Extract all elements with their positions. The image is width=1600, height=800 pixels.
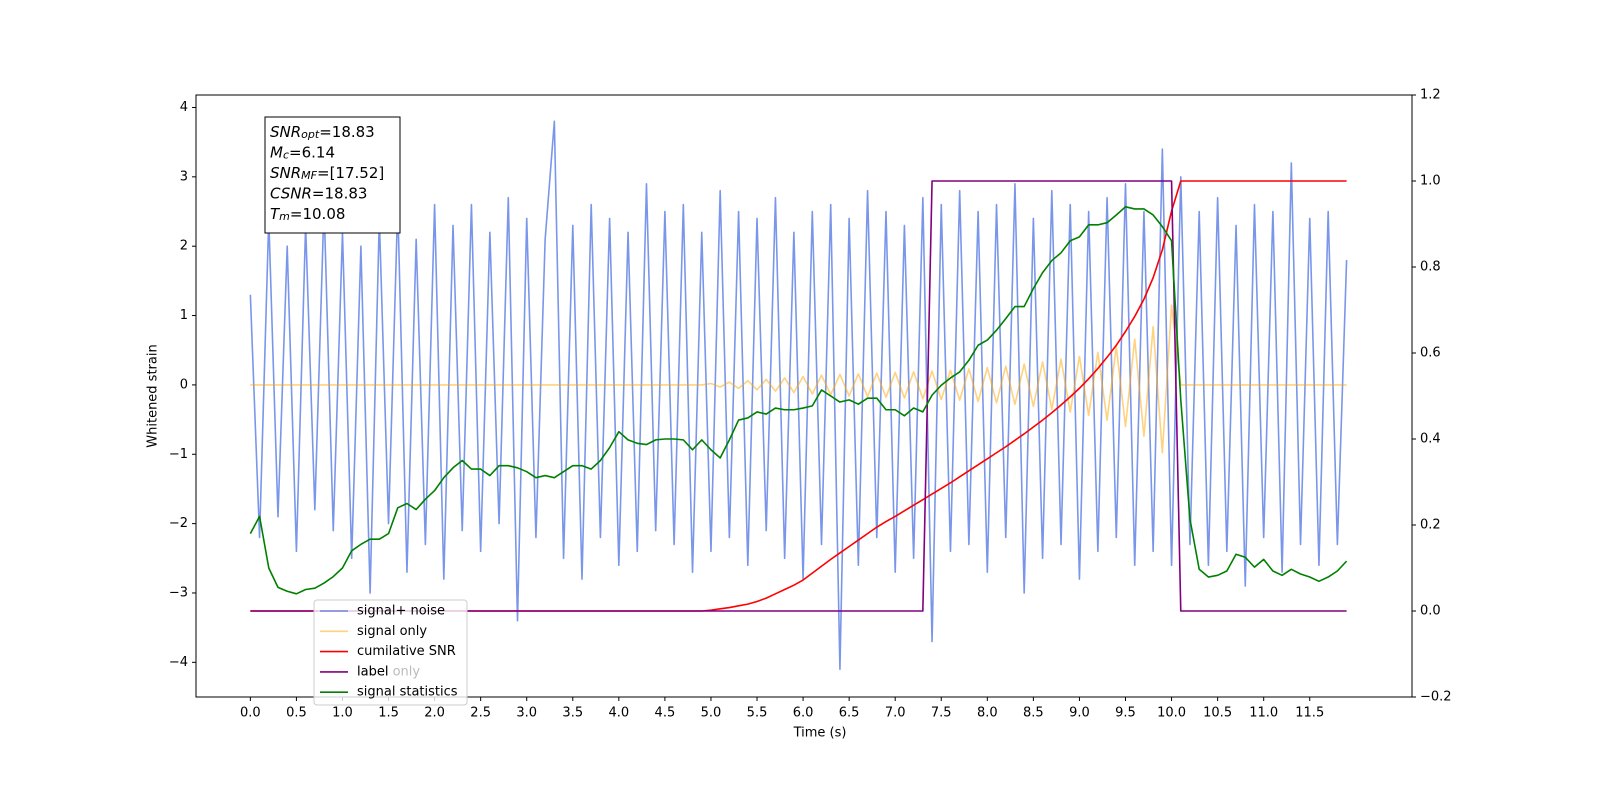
y2-tick-label: 0.2 bbox=[1420, 518, 1441, 533]
annotation-value: =18.83 bbox=[319, 123, 375, 141]
x-tick-label: 4.5 bbox=[655, 706, 676, 721]
x-tick-label: 7.5 bbox=[931, 706, 952, 721]
annotation-subscript: c bbox=[283, 149, 289, 162]
x-tick-label: 7.0 bbox=[885, 706, 906, 721]
annotation-subscript: m bbox=[279, 210, 290, 223]
plot-area bbox=[249, 120, 1348, 671]
annotation-symbol: M bbox=[270, 143, 283, 161]
y2-tick-label: 0.8 bbox=[1420, 260, 1441, 275]
annotation-line: Tm=10.08 bbox=[270, 205, 345, 224]
x-tick-label: 3.0 bbox=[516, 706, 537, 721]
annotation-symbol: SNR bbox=[270, 164, 301, 182]
x-tick-label: 10.5 bbox=[1203, 706, 1232, 721]
y2-tick-label: 1.2 bbox=[1420, 88, 1441, 103]
x-tick-label: 6.5 bbox=[839, 706, 860, 721]
series-line bbox=[250, 304, 1347, 454]
annotation-value: =[17.52] bbox=[317, 164, 384, 182]
annotation-box bbox=[264, 116, 401, 234]
y-tick-label: −4 bbox=[169, 655, 188, 670]
annotation-line: CSNR=18.83 bbox=[270, 184, 367, 202]
x-tick-label: 1.5 bbox=[378, 706, 399, 721]
y-tick-label: −3 bbox=[169, 585, 188, 600]
y-tick-label: 0 bbox=[180, 377, 188, 392]
x-tick-label: 2.0 bbox=[424, 706, 445, 721]
y2-tick-label: 0.0 bbox=[1420, 604, 1441, 619]
x-tick-label: 10.0 bbox=[1157, 706, 1186, 721]
x-tick-label: 8.5 bbox=[1023, 706, 1044, 721]
annotation: SNRopt=18.83Mc=6.14SNRMF=[17.52]CSNR=18.… bbox=[264, 116, 401, 234]
annotation-value: =10.08 bbox=[290, 205, 346, 223]
x-axis-label: Time (s) bbox=[793, 726, 847, 741]
y-tick-label: −1 bbox=[169, 447, 188, 462]
annotation-symbol: T bbox=[270, 205, 281, 223]
y-tick-label: 1 bbox=[180, 308, 188, 323]
ghost-legend-label: label only bbox=[357, 664, 420, 679]
x-tick-label: 4.0 bbox=[608, 706, 629, 721]
annotation-line: SNRopt=18.83 bbox=[270, 123, 375, 142]
y-tick-label: −2 bbox=[169, 516, 188, 531]
y-axis-label: Whitened strain bbox=[146, 344, 161, 447]
legend-label: signal+ noise bbox=[357, 604, 445, 619]
x-tick-label: 6.0 bbox=[793, 706, 814, 721]
x-tick-label: 9.5 bbox=[1115, 706, 1136, 721]
annotation-symbol: CSNR bbox=[270, 184, 312, 202]
x-tick-label: 0.5 bbox=[286, 706, 307, 721]
x-tick-label: 2.5 bbox=[470, 706, 491, 721]
annotation-subscript: opt bbox=[301, 128, 320, 141]
x-tick-label: 5.0 bbox=[701, 706, 722, 721]
annotation-subscript: MF bbox=[301, 169, 317, 182]
x-tick-label: 3.5 bbox=[562, 706, 583, 721]
series-line bbox=[249, 206, 1348, 595]
legend-label: label bbox=[357, 664, 388, 679]
y2-tick-label: 0.6 bbox=[1420, 346, 1441, 361]
legend-box bbox=[313, 599, 468, 706]
annotation-symbol: SNR bbox=[270, 123, 301, 141]
axes-frame bbox=[195, 94, 1413, 698]
y2-tick-label: 0.4 bbox=[1420, 432, 1441, 447]
annotation-value: =6.14 bbox=[289, 143, 335, 161]
legend-label: cumilative SNR bbox=[357, 644, 456, 659]
x-tick-label: 9.0 bbox=[1069, 706, 1090, 721]
y2-tick-label: 1.0 bbox=[1420, 174, 1441, 189]
legend: label only signal+ noise signal only cumila… bbox=[313, 599, 468, 706]
y-tick-label: 3 bbox=[180, 169, 188, 184]
x-tick-label: 11.5 bbox=[1295, 706, 1324, 721]
annotation-line: Mc=6.14 bbox=[270, 143, 335, 162]
x-tick-label: 0.0 bbox=[240, 706, 261, 721]
annotation-value: =18.83 bbox=[312, 184, 368, 202]
x-tick-label: 5.5 bbox=[747, 706, 768, 721]
legend-label: signal only bbox=[357, 624, 427, 639]
x-tick-label: 11.0 bbox=[1249, 706, 1278, 721]
x-tick-label: 8.0 bbox=[977, 706, 998, 721]
annotation-line: SNRMF=[17.52] bbox=[270, 164, 384, 183]
x-tick-label: 1.0 bbox=[332, 706, 353, 721]
legend-label: signal statistics bbox=[357, 685, 458, 700]
y2-tick-label: −0.2 bbox=[1420, 690, 1452, 705]
y-tick-label: 4 bbox=[180, 100, 188, 115]
series-line bbox=[249, 120, 1348, 671]
y-tick-label: 2 bbox=[180, 239, 188, 254]
